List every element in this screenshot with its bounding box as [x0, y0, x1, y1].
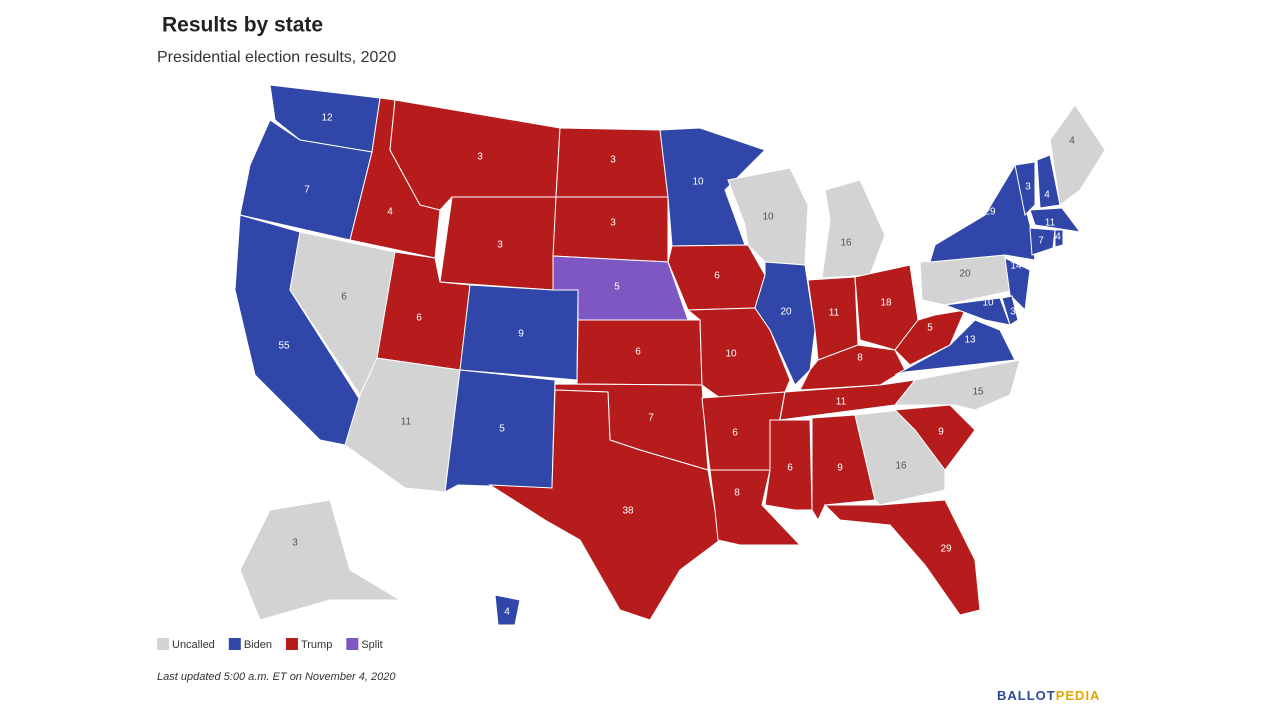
electoral-votes: 5 — [499, 424, 505, 435]
electoral-votes: 6 — [635, 347, 641, 358]
electoral-votes: 7 — [648, 413, 654, 424]
electoral-votes: 9 — [938, 427, 944, 438]
electoral-votes: 6 — [732, 428, 738, 439]
electoral-votes: 10 — [982, 298, 994, 309]
state — [659, 127, 766, 247]
electoral-votes: 16 — [840, 238, 852, 249]
electoral-votes: 6 — [416, 313, 422, 324]
electoral-votes: 6 — [714, 271, 720, 282]
electoral-votes: 6 — [341, 292, 347, 303]
electoral-votes: 7 — [1038, 236, 1044, 247]
electoral-votes: 11 — [836, 397, 847, 408]
electoral-votes: 4 — [1044, 190, 1050, 201]
electoral-votes: 11 — [829, 308, 840, 319]
electoral-votes: 15 — [972, 387, 984, 398]
state — [389, 99, 561, 211]
electoral-votes: 3 — [477, 152, 483, 163]
electoral-votes: 29 — [940, 544, 952, 555]
state — [893, 359, 1021, 411]
electoral-votes: 4 — [1069, 136, 1075, 147]
legend-label: Biden — [244, 639, 272, 651]
state — [1054, 229, 1064, 248]
electoral-votes: 29 — [984, 207, 996, 218]
electoral-votes: 4 — [387, 207, 393, 218]
electoral-votes: 3 — [1025, 182, 1031, 193]
state — [893, 404, 976, 471]
electoral-votes: 18 — [880, 298, 892, 309]
electoral-votes: 3 — [292, 538, 298, 549]
electoral-votes: 9 — [837, 463, 843, 474]
electoral-votes: 11 — [1045, 218, 1056, 229]
electoral-votes: 6 — [787, 463, 793, 474]
electoral-votes: 13 — [964, 335, 976, 346]
state — [239, 499, 402, 621]
electoral-votes: 7 — [304, 185, 310, 196]
logo-part: BALLOT — [997, 688, 1056, 703]
state — [1004, 257, 1031, 312]
electoral-votes: 8 — [857, 353, 863, 364]
electoral-votes: 10 — [692, 177, 704, 188]
legend-label: Uncalled — [172, 639, 215, 651]
legend-label: Split — [361, 639, 382, 651]
state — [1001, 295, 1019, 326]
legend-label: Trump — [301, 639, 332, 651]
legend-swatch — [346, 638, 359, 650]
electoral-votes: 3 — [497, 240, 503, 251]
state — [764, 419, 813, 511]
electoral-votes: 9 — [518, 329, 524, 340]
electoral-votes: 38 — [622, 506, 634, 517]
legend-swatch — [285, 638, 298, 650]
electoral-votes: 4 — [1055, 232, 1061, 243]
electoral-votes: 20 — [959, 269, 971, 280]
state — [821, 179, 886, 279]
electoral-votes: 11 — [401, 417, 412, 428]
state — [1014, 161, 1036, 217]
electoral-votes: 8 — [734, 488, 740, 499]
footnote: Last updated 5:00 a.m. ET on November 4,… — [157, 671, 396, 683]
electoral-votes: 4 — [504, 607, 510, 618]
state — [1029, 207, 1082, 233]
electoral-votes: 14 — [1010, 261, 1022, 272]
state — [552, 196, 669, 263]
electoral-votes: 10 — [725, 349, 737, 360]
electoral-votes: 5 — [927, 323, 933, 334]
state — [494, 594, 521, 626]
electoral-votes: 3 — [1010, 307, 1016, 318]
state — [823, 499, 981, 616]
state — [919, 254, 1016, 306]
legend-swatch — [157, 638, 169, 650]
electoral-votes: 3 — [610, 155, 616, 166]
electoral-votes: 55 — [278, 341, 290, 352]
state — [1029, 227, 1056, 256]
state — [1049, 104, 1106, 206]
electoral-votes: 10 — [762, 212, 774, 223]
logo-part: PEDIA — [1056, 688, 1101, 703]
state — [799, 344, 906, 391]
electoral-votes: 16 — [895, 461, 907, 472]
electoral-votes: 5 — [614, 282, 620, 293]
logo: BALLOTPEDIA — [997, 688, 1100, 703]
electoral-votes: 20 — [780, 307, 792, 318]
state — [754, 261, 816, 386]
legend-swatch — [228, 638, 241, 650]
subtitle: Presidential election results, 2020 — [157, 49, 396, 66]
title: Results by state — [162, 14, 323, 37]
electoral-votes: 12 — [321, 113, 333, 124]
electoral-votes: 3 — [610, 218, 616, 229]
